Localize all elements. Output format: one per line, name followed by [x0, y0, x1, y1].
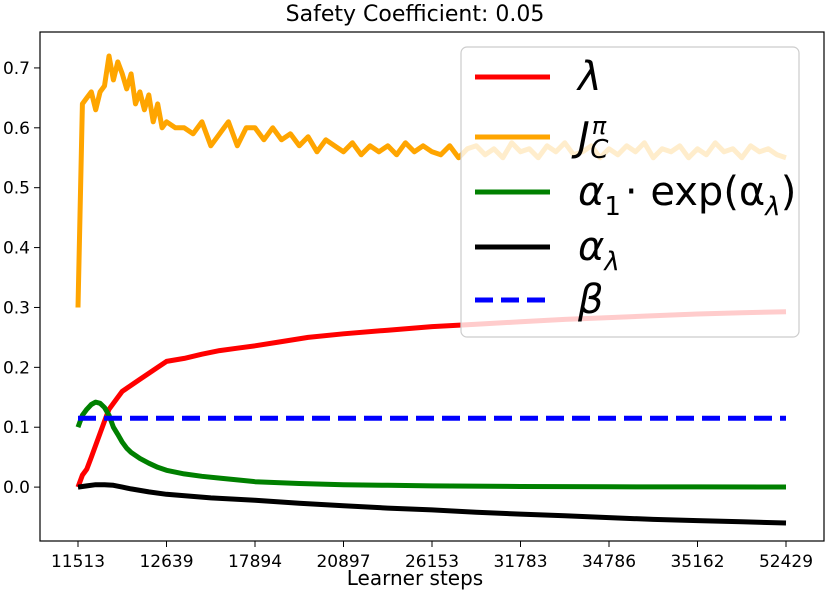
x-tick-label: 26153 — [405, 552, 459, 572]
y-tick-label: 0.0 — [3, 478, 30, 498]
x-axis-label: Learner steps — [346, 566, 484, 590]
x-tick-label: 12639 — [139, 552, 193, 572]
chart-title: Safety Coefficient: 0.05 — [285, 2, 545, 27]
legend-box — [460, 46, 800, 338]
y-tick-label: 0.5 — [3, 179, 30, 199]
series-line — [77, 482, 787, 526]
series-line — [75, 399, 787, 490]
x-tick-label: 35162 — [670, 552, 724, 572]
series-line — [75, 309, 787, 488]
x-tick-label: 31783 — [493, 552, 547, 572]
y-tick-label: 0.6 — [3, 119, 30, 139]
legend-label: α1 · exp(αλ) — [578, 169, 796, 222]
legend-label: β — [577, 277, 604, 323]
y-tick-label: 0.4 — [3, 239, 30, 259]
y-tick-label: 0.7 — [3, 59, 30, 79]
y-tick-label: 0.2 — [3, 358, 30, 378]
x-tick-label: 52429 — [759, 552, 813, 572]
y-tick-label: 0.3 — [3, 298, 30, 318]
x-tick-label: 20897 — [316, 552, 370, 572]
legend-label: αλ — [578, 224, 620, 277]
x-tick-label: 11513 — [51, 552, 105, 572]
legend-label: λ — [576, 54, 602, 100]
y-tick-label: 0.1 — [3, 418, 30, 438]
x-tick-label: 34786 — [582, 552, 636, 572]
x-tick-label: 17894 — [228, 552, 282, 572]
